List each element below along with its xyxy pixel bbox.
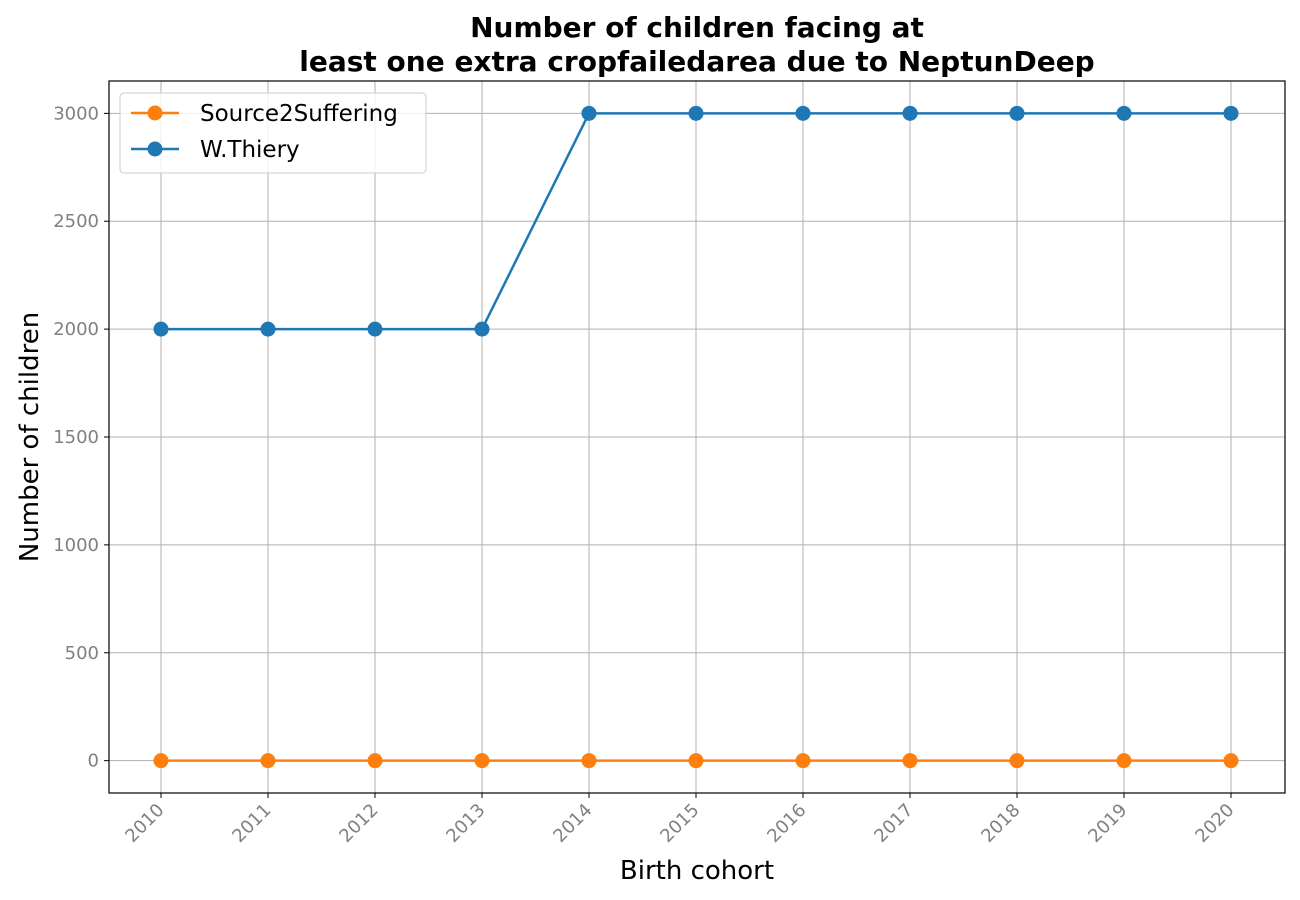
x-tick-label: 2016	[763, 800, 810, 847]
data-point-source2suffering	[688, 753, 704, 769]
data-point-wthiery	[581, 105, 597, 121]
legend-marker-source2suffering	[147, 105, 163, 121]
x-tick-label: 2017	[870, 800, 917, 847]
data-point-wthiery	[1223, 105, 1239, 121]
x-tick-label: 2015	[656, 800, 703, 847]
data-point-source2suffering	[1223, 753, 1239, 769]
y-tick-label: 2500	[53, 211, 99, 232]
x-tick-label: 2014	[549, 800, 596, 847]
data-point-wthiery	[1116, 105, 1132, 121]
data-point-source2suffering	[153, 753, 169, 769]
data-point-source2suffering	[260, 753, 276, 769]
chart-title-line-1: Number of children facing at	[470, 11, 924, 44]
data-point-source2suffering	[474, 753, 490, 769]
legend-box	[119, 92, 427, 174]
y-tick-label: 500	[65, 643, 99, 664]
legend: Source2Suffering W.Thiery	[119, 92, 427, 174]
x-tick-label: 2018	[977, 800, 1024, 847]
y-tick-label: 3000	[53, 103, 99, 124]
data-point-wthiery	[153, 321, 169, 337]
x-axis-label: Birth cohort	[620, 856, 774, 886]
data-point-wthiery	[688, 105, 704, 121]
legend-marker-wthiery	[147, 141, 163, 157]
data-point-source2suffering	[367, 753, 383, 769]
grid	[109, 81, 1285, 793]
y-tick-label: 1500	[53, 427, 99, 448]
data-point-wthiery	[795, 105, 811, 121]
data-point-source2suffering	[1116, 753, 1132, 769]
data-point-source2suffering	[1009, 753, 1025, 769]
data-point-source2suffering	[902, 753, 918, 769]
data-point-wthiery	[474, 321, 490, 337]
y-axis-label: Number of children	[15, 312, 45, 562]
data-point-source2suffering	[581, 753, 597, 769]
data-point-wthiery	[1009, 105, 1025, 121]
legend-label-source2suffering: Source2Suffering	[200, 101, 398, 127]
data-point-wthiery	[260, 321, 276, 337]
x-tick-label: 2010	[121, 800, 168, 847]
x-tick-label: 2012	[335, 800, 382, 847]
x-tick-label: 2019	[1084, 800, 1131, 847]
x-tick-label: 2020	[1191, 800, 1238, 847]
data-point-wthiery	[902, 105, 918, 121]
y-tick-label: 1000	[53, 535, 99, 556]
y-tick-label: 0	[88, 751, 99, 772]
axis-ticks: 2010 2011 2012 2013 2014 2015 2016 2017 2018 2019…	[53, 103, 1238, 847]
x-tick-label: 2011	[228, 800, 275, 847]
chart-title-line-2: least one extra cropfailedarea due to Ne…	[299, 45, 1094, 78]
legend-label-wthiery: W.Thiery	[200, 137, 300, 163]
x-tick-label: 2013	[442, 800, 489, 847]
data-point-source2suffering	[795, 753, 811, 769]
series-layer	[153, 105, 1239, 769]
data-point-wthiery	[367, 321, 383, 337]
y-tick-label: 2000	[53, 319, 99, 340]
